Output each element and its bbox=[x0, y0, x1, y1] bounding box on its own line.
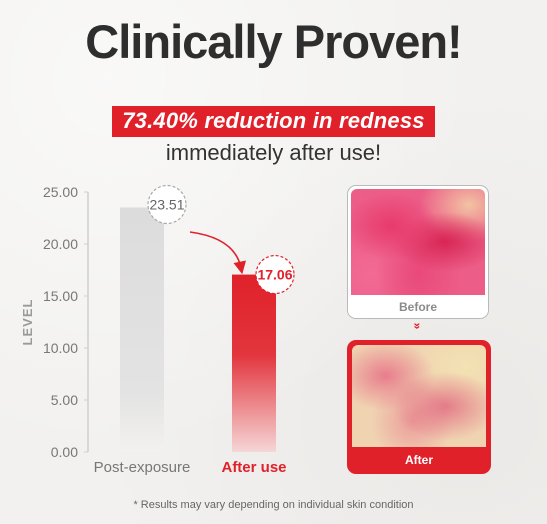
data-label: 23.51 bbox=[149, 196, 184, 212]
bar-post-exposure bbox=[120, 207, 164, 452]
subheading: immediately after use! bbox=[165, 140, 382, 165]
y-axis-label: LEVEL bbox=[20, 299, 35, 346]
bar-after-use bbox=[232, 274, 276, 452]
highlight-text: 73.40% reduction in redness bbox=[112, 106, 435, 137]
after-label: After bbox=[349, 449, 489, 472]
after-skin-photo bbox=[352, 345, 486, 447]
y-tick-label: 0.00 bbox=[51, 444, 78, 460]
before-skin-photo bbox=[351, 189, 485, 295]
after-photo-card: After bbox=[347, 340, 491, 474]
y-tick-label: 15.00 bbox=[43, 288, 78, 304]
y-tick-label: 10.00 bbox=[43, 340, 78, 356]
value-bubble bbox=[255, 254, 295, 295]
chevron-glyph: » bbox=[410, 322, 424, 330]
value-bubble bbox=[147, 184, 187, 225]
page-title: Clinically Proven! bbox=[85, 15, 462, 68]
x-category-label: Post-exposure bbox=[94, 459, 191, 476]
data-label: 17.06 bbox=[257, 267, 292, 283]
chevron-down-icon: » bbox=[347, 320, 487, 332]
y-tick-label: 20.00 bbox=[43, 236, 78, 252]
before-photo-card: Before bbox=[347, 185, 489, 319]
x-category-label: After use bbox=[221, 459, 286, 476]
before-label: Before bbox=[348, 296, 488, 318]
highlight-banner: 73.40% reduction in redness bbox=[0, 106, 547, 137]
disclaimer-footnote: * Results may vary depending on individu… bbox=[133, 499, 414, 511]
y-tick-label: 25.00 bbox=[43, 184, 78, 200]
y-tick-label: 5.00 bbox=[51, 392, 78, 408]
decrease-arrow bbox=[189, 231, 247, 275]
